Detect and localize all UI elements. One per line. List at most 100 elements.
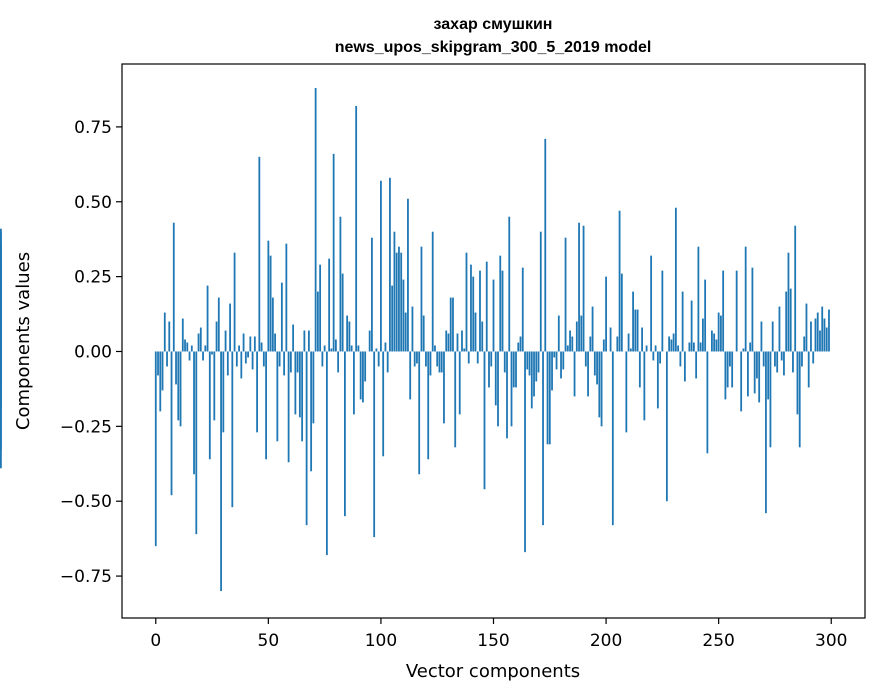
- bar: [688, 342, 691, 352]
- bar: [470, 264, 472, 352]
- bar: [163, 312, 166, 352]
- bar: [587, 351, 589, 397]
- bar: [720, 315, 722, 352]
- bar: [341, 273, 344, 352]
- bar: [267, 240, 270, 352]
- bar: [792, 351, 794, 373]
- bar: [443, 351, 445, 424]
- bar: [548, 351, 551, 445]
- bar: [578, 222, 580, 352]
- bar: [467, 351, 470, 364]
- bar: [190, 345, 193, 352]
- bar: [346, 315, 349, 352]
- bar: [427, 351, 430, 460]
- bar: [296, 351, 299, 373]
- bar: [542, 351, 544, 526]
- bar: [798, 351, 801, 448]
- bar: [762, 351, 765, 367]
- bar: [172, 222, 175, 352]
- bar: [605, 276, 607, 352]
- x-tick-label: 50: [258, 631, 280, 651]
- bar: [747, 351, 749, 397]
- bar: [298, 351, 301, 418]
- bar: [337, 351, 340, 373]
- bar: [206, 285, 209, 352]
- bar: [564, 237, 567, 352]
- bar: [717, 312, 720, 352]
- bar: [339, 216, 342, 352]
- bar: [600, 351, 603, 427]
- y-tick-label: −0.50: [60, 492, 112, 512]
- bar: [323, 345, 326, 352]
- bar: [368, 330, 371, 352]
- bar: [819, 330, 821, 352]
- bar: [760, 321, 763, 352]
- x-tick-label: 200: [590, 631, 622, 651]
- bar: [364, 351, 367, 382]
- bar: [546, 351, 549, 445]
- bar: [440, 351, 443, 373]
- bar: [422, 315, 425, 352]
- bar: [629, 348, 632, 352]
- bar: [393, 231, 396, 352]
- bar: [400, 252, 403, 352]
- bar: [780, 351, 783, 361]
- bar: [560, 351, 562, 379]
- bar: [294, 351, 297, 415]
- bar: [488, 351, 490, 388]
- bar: [715, 339, 718, 352]
- bar: [501, 270, 504, 352]
- bar: [325, 351, 328, 556]
- bar: [778, 306, 781, 352]
- bar: [690, 300, 693, 352]
- x-tick-label: 150: [477, 631, 509, 651]
- bar: [774, 351, 776, 367]
- bar: [285, 243, 288, 352]
- x-axis-label: Vector components: [406, 661, 580, 682]
- bar: [197, 333, 200, 352]
- bar: [582, 225, 585, 352]
- bar: [292, 324, 295, 352]
- bar: [314, 87, 317, 352]
- bar: [231, 351, 234, 508]
- bar: [643, 351, 646, 421]
- bar: [616, 336, 619, 352]
- y-tick-label: 0.25: [74, 268, 112, 288]
- bar: [395, 252, 398, 352]
- bar: [476, 351, 479, 364]
- bar: [810, 321, 812, 352]
- bar: [641, 327, 643, 352]
- bar: [384, 342, 387, 352]
- bar: [783, 351, 785, 376]
- bar: [344, 351, 346, 517]
- bar: [420, 246, 423, 352]
- bar: [458, 351, 461, 415]
- bar: [431, 231, 434, 352]
- bar: [350, 345, 353, 352]
- y-tick-label: 0.50: [74, 193, 112, 213]
- bar: [618, 210, 621, 352]
- bar: [555, 351, 558, 370]
- bar: [656, 351, 659, 409]
- chart-title-line-2: news_upos_skipgram_300_5_2019 model: [335, 39, 652, 56]
- bar: [519, 336, 522, 352]
- bar: [0, 351, 2, 469]
- bar: [287, 351, 290, 463]
- bar: [611, 351, 614, 526]
- bar: [258, 156, 261, 352]
- bar: [161, 351, 164, 391]
- bar: [796, 351, 799, 415]
- bar: [371, 237, 373, 352]
- bar: [821, 306, 824, 352]
- bar: [454, 351, 457, 448]
- bar: [812, 351, 815, 364]
- bar: [404, 312, 407, 352]
- bar: [767, 351, 770, 400]
- bar: [751, 267, 754, 352]
- bar: [740, 351, 743, 412]
- bar: [679, 351, 682, 367]
- bar: [638, 351, 641, 388]
- bar: [483, 351, 486, 490]
- bar: [535, 351, 538, 382]
- bar: [490, 351, 493, 367]
